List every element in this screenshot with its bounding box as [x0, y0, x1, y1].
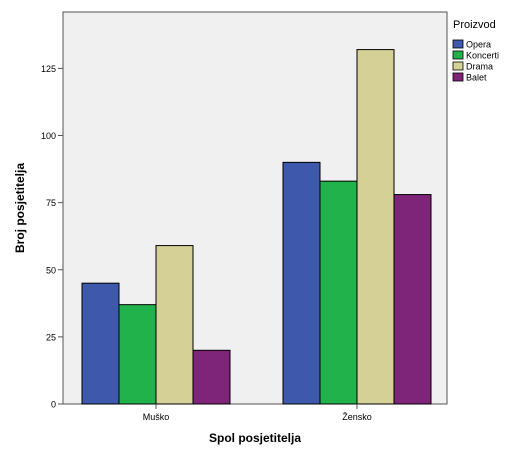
y-tick-label: 125 — [41, 64, 56, 74]
bars-layer — [81, 49, 432, 405]
legend-label-opera: Opera — [466, 40, 491, 50]
bar-opera-zensko — [282, 161, 321, 405]
legend-swatch-koncerti — [452, 50, 464, 60]
x-axis-title: Spol posjetitelja — [209, 431, 301, 445]
y-tick-label: 0 — [51, 400, 56, 410]
legend-title: Proizvod — [453, 19, 496, 31]
bar-opera-musko — [81, 282, 120, 405]
bar-drama-zensko — [356, 49, 395, 405]
bar-koncerti-zensko — [319, 180, 358, 405]
y-axis: 0 25 50 75 100 125 — [41, 64, 63, 410]
bar-koncerti-musko — [118, 304, 157, 405]
legend-swatch-drama — [452, 61, 464, 71]
y-tick-label: 50 — [46, 265, 56, 275]
y-tick-label: 100 — [41, 131, 56, 141]
legend-swatch-opera — [452, 39, 464, 49]
bar-balet-musko — [192, 349, 231, 405]
legend-label-drama: Drama — [466, 62, 493, 72]
legend-swatch-balet — [452, 72, 464, 82]
legend-label-balet: Balet — [466, 73, 487, 83]
x-tick-label: Muško — [143, 412, 170, 422]
legend-label-koncerti: Koncerti — [466, 51, 499, 61]
y-axis-title: Broj posjetitelja — [13, 163, 27, 253]
y-tick-label: 25 — [46, 332, 56, 342]
x-axis: Muško Žensko — [143, 404, 372, 422]
bar-balet-zensko — [393, 194, 432, 405]
x-tick-label: Žensko — [342, 412, 372, 422]
bar-drama-musko — [155, 245, 194, 405]
y-tick-label: 75 — [46, 198, 56, 208]
